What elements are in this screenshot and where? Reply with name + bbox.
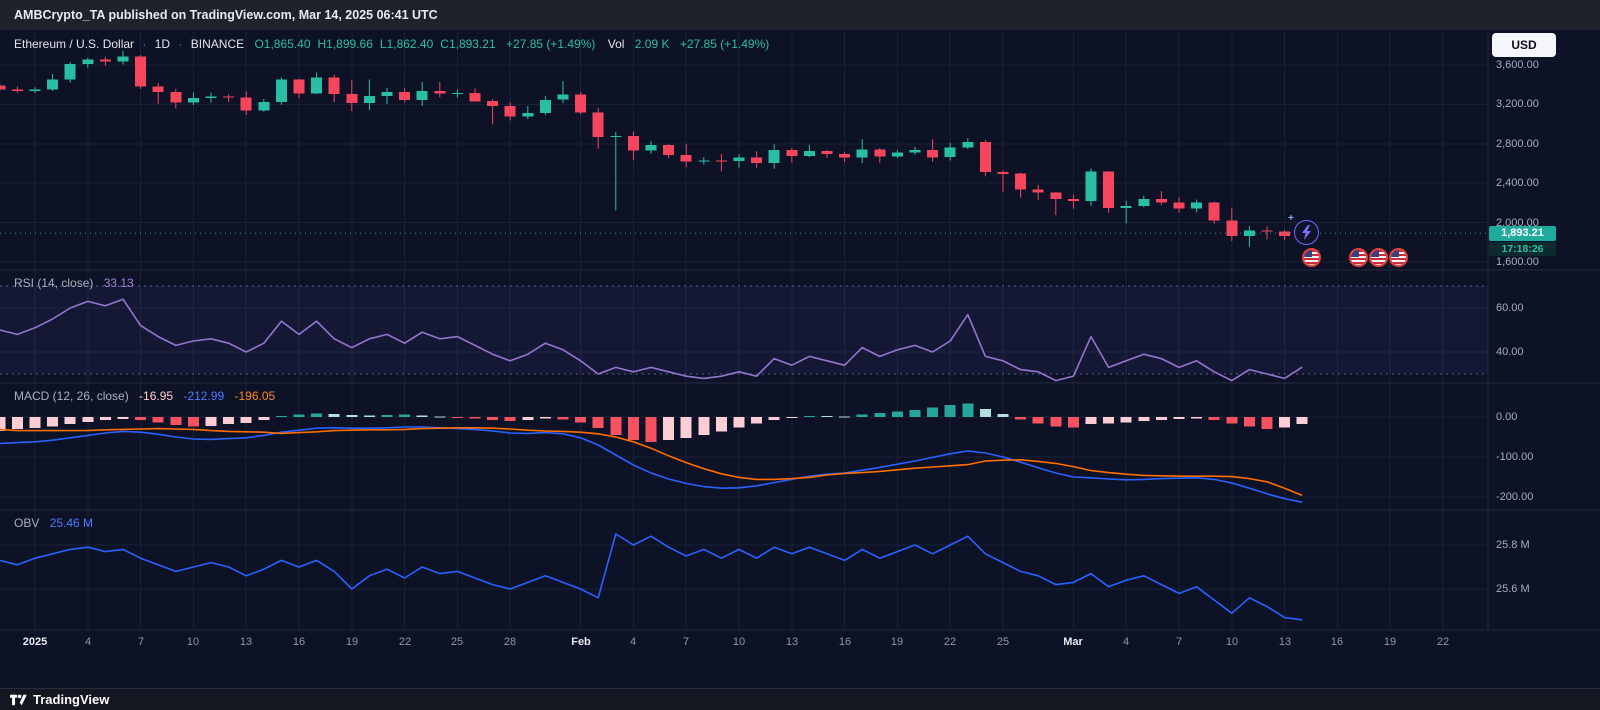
footer-bar: TradingView — [0, 688, 1600, 710]
volume-change: +27.85 (+1.49%) — [679, 37, 770, 51]
time-axis-label[interactable]: 10 — [1225, 636, 1239, 648]
ohlc-values: O1,865.40 H1,899.66 L1,862.40 C1,893.21 — [247, 37, 495, 51]
time-axis-label[interactable]: 19 — [345, 636, 359, 648]
rsi-legend[interactable]: RSI (14, close) 33.13 — [14, 276, 134, 290]
time-axis-label[interactable]: 4 — [1122, 636, 1130, 648]
us-flag-sticker[interactable] — [1349, 248, 1368, 267]
publisher-text: AMBCrypto_TA published on TradingView.co… — [14, 8, 438, 22]
us-flag-sticker[interactable] — [1389, 248, 1408, 267]
ohlc-value: O1,865.40 — [254, 37, 311, 51]
sparkle-icon: + — [1288, 213, 1294, 224]
separator: · — [142, 37, 147, 51]
obv-axis-label: 25.8 M — [1496, 539, 1530, 551]
ohlc-value: H1,899.66 — [317, 37, 373, 51]
macd-line-value: -212.99 — [183, 389, 225, 403]
obv-axis-label: 25.6 M — [1496, 583, 1530, 595]
macd-hist-value: -16.95 — [139, 389, 174, 403]
chart-area[interactable]: 3,600.00 3,200.00 2,800.00 2,400.00 2,000.00… — [0, 30, 1600, 688]
obv-legend[interactable]: OBV 25.46 M — [14, 516, 93, 530]
price-axis-label: 3,600.00 — [1496, 59, 1539, 71]
time-axis-label[interactable]: 4 — [629, 636, 637, 648]
symbol-legend[interactable]: Ethereum / U.S. Dollar · 1D · BINANCE O1… — [14, 37, 769, 51]
symbol-title[interactable]: Ethereum / U.S. Dollar — [14, 37, 135, 51]
change-value: +27.85 (+1.49%) — [506, 37, 596, 51]
publisher-bar: AMBCrypto_TA published on TradingView.co… — [0, 0, 1600, 30]
time-axis-label[interactable]: 22 — [943, 636, 957, 648]
time-axis-label[interactable]: 7 — [1175, 636, 1183, 648]
time-axis-label[interactable]: 7 — [682, 636, 690, 648]
price-axis-label: 3,200.00 — [1496, 98, 1539, 110]
time-axis-label[interactable]: 25 — [996, 636, 1010, 648]
macd-axis-label: -200.00 — [1496, 491, 1534, 503]
obv-title[interactable]: OBV — [14, 516, 40, 530]
time-axis-label[interactable]: 13 — [239, 636, 253, 648]
price-axis-label: 2,800.00 — [1496, 138, 1539, 150]
tradingview-wordmark[interactable]: TradingView — [33, 692, 110, 707]
time-axis-label[interactable]: 13 — [1278, 636, 1292, 648]
us-flag-sticker[interactable] — [1302, 248, 1321, 267]
price-axis-label: 1,600.00 — [1496, 256, 1539, 268]
macd-axis-label: -100.00 — [1496, 451, 1534, 463]
time-axis-label[interactable]: 16 — [1330, 636, 1344, 648]
time-axis-label[interactable]: 10 — [186, 636, 200, 648]
macd-signal-value: -196.05 — [234, 389, 276, 403]
currency-toggle-button[interactable]: USD — [1492, 33, 1556, 57]
obv-value: 25.46 M — [49, 516, 94, 530]
time-axis-label[interactable]: 4 — [84, 636, 92, 648]
ohlc-value: C1,893.21 — [440, 37, 496, 51]
rsi-value: 33.13 — [103, 276, 134, 290]
time-axis-label[interactable]: 25 — [450, 636, 464, 648]
time-axis-label[interactable]: 28 — [503, 636, 517, 648]
last-price-badge: 1,893.21 — [1489, 226, 1556, 241]
interval-label[interactable]: 1D — [154, 37, 171, 51]
time-axis-label[interactable]: 2025 — [22, 636, 48, 648]
macd-legend[interactable]: MACD (12, 26, close) -16.95 -212.99 -196… — [14, 389, 275, 403]
time-axis-label[interactable]: 16 — [292, 636, 306, 648]
rsi-axis-label: 40.00 — [1496, 346, 1524, 358]
lightning-icon — [1302, 225, 1311, 240]
rsi-title[interactable]: RSI (14, close) — [14, 276, 94, 290]
macd-title[interactable]: MACD (12, 26, close) — [14, 389, 129, 403]
time-axis-label[interactable]: 10 — [732, 636, 746, 648]
separator: · — [178, 37, 183, 51]
bar-countdown-badge: 17:18:26 — [1489, 242, 1556, 256]
time-axis-label[interactable]: 19 — [1383, 636, 1397, 648]
time-axis-label[interactable]: Feb — [571, 636, 591, 648]
time-axis-label[interactable]: 16 — [838, 636, 852, 648]
price-axis-label: 2,400.00 — [1496, 177, 1539, 189]
ohlc-value: L1,862.40 — [379, 37, 434, 51]
time-axis-label[interactable]: 22 — [1436, 636, 1450, 648]
macd-axis-label: 0.00 — [1496, 411, 1518, 423]
time-axis-label[interactable]: 22 — [398, 636, 412, 648]
lightning-sticker[interactable]: + — [1288, 213, 1319, 245]
tradingview-logo-icon[interactable] — [10, 694, 27, 706]
rsi-axis-label: 60.00 — [1496, 302, 1524, 314]
time-axis-label[interactable]: Mar — [1063, 636, 1083, 648]
volume-value: 2.09 K — [634, 37, 670, 51]
exchange-label[interactable]: BINANCE — [190, 37, 245, 51]
volume-label: Vol — [607, 37, 625, 51]
us-flag-sticker[interactable] — [1369, 248, 1388, 267]
chart-canvas[interactable] — [0, 30, 1600, 688]
time-axis-label[interactable]: 13 — [785, 636, 799, 648]
time-axis-label[interactable]: 19 — [890, 636, 904, 648]
time-axis-label[interactable]: 7 — [137, 636, 145, 648]
